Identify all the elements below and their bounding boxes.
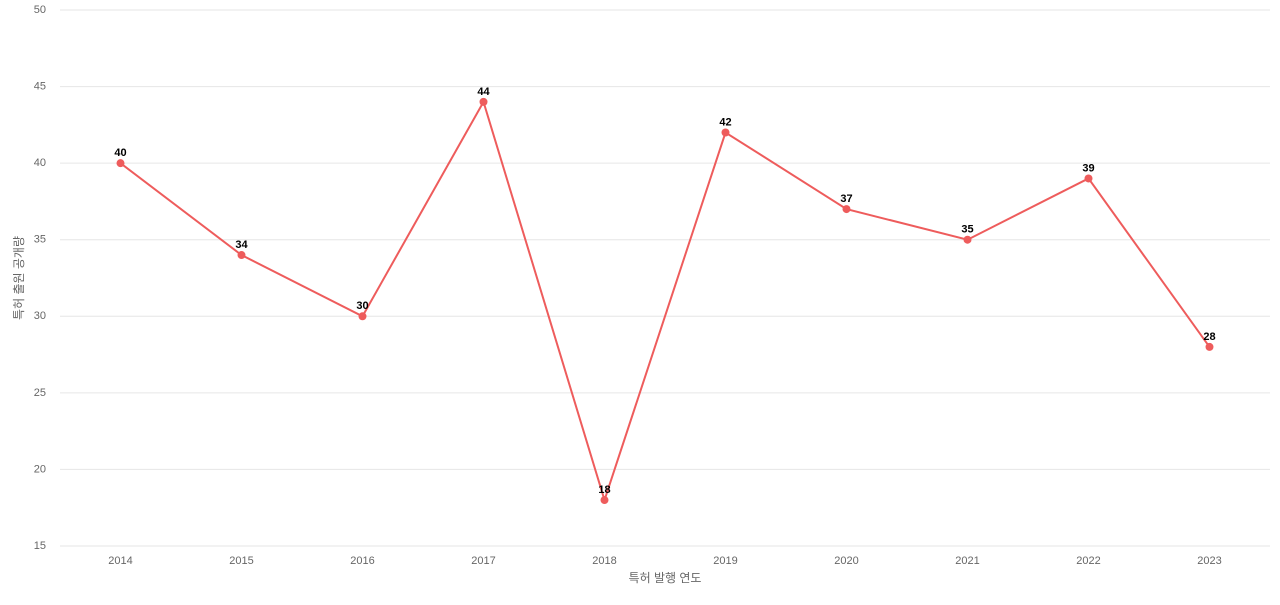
point	[358, 312, 367, 321]
line	[119, 99, 1211, 504]
x-tick-label: 2022	[1076, 555, 1100, 567]
point	[600, 496, 609, 505]
y-tick-label: 20	[34, 463, 46, 475]
y-tick-label: 25	[34, 387, 46, 399]
x-tick-label: 2021	[955, 555, 979, 567]
x-tick-label: 2020	[834, 555, 858, 567]
y-axis-label: 특허 출원 공개량	[12, 236, 26, 320]
value-label: 37	[840, 193, 852, 205]
point	[1084, 174, 1093, 183]
y-tick-label: 40	[34, 157, 46, 169]
x-tick-label: 2016	[350, 555, 374, 567]
x-tick-label: 2023	[1197, 555, 1221, 567]
y-tick-label: 15	[34, 540, 46, 552]
value-label: 40	[114, 147, 126, 159]
point	[721, 128, 730, 137]
value-label: 39	[1082, 162, 1094, 174]
point	[1205, 342, 1214, 351]
x-tick-label: 2014	[108, 555, 132, 567]
y-tick-label: 30	[34, 310, 46, 322]
x-axis-label: 특허 발행 연도	[629, 570, 702, 585]
point	[237, 251, 246, 260]
x-tick-label: 2019	[713, 555, 737, 567]
point	[963, 235, 972, 244]
y-tick-label: 45	[34, 80, 46, 92]
x-tick-label: 2015	[229, 555, 253, 567]
point	[842, 205, 851, 214]
value-label: 42	[719, 116, 731, 128]
y-tick-label: 50	[34, 4, 46, 16]
value-label: 34	[235, 239, 248, 251]
point	[116, 159, 125, 168]
y-tick-label: 35	[34, 234, 46, 246]
value-label: 30	[356, 300, 368, 312]
x-tick-label: 2018	[592, 555, 616, 567]
value-label: 18	[598, 484, 610, 496]
point	[479, 97, 488, 106]
x-tick-label: 2017	[471, 555, 495, 567]
value-label: 35	[961, 224, 973, 236]
value-label: 44	[477, 86, 490, 98]
value-label: 28	[1203, 331, 1215, 343]
